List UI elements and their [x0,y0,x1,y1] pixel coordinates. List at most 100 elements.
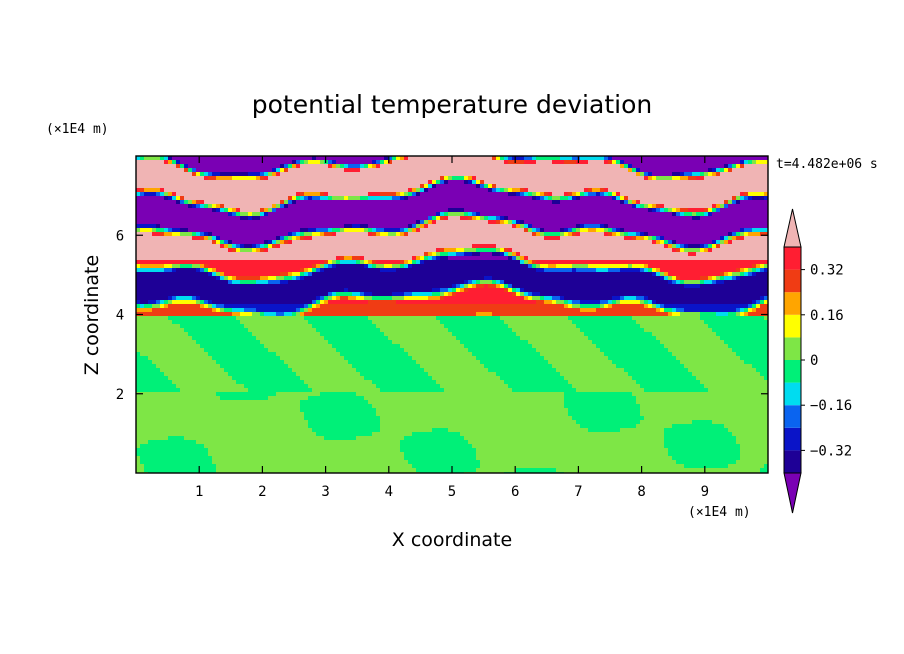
contour-cell [708,204,713,209]
contour-cell [280,248,285,253]
contour-cell [372,180,377,185]
contour-cell [704,236,709,241]
contour-cell [284,200,289,205]
contour-cell [264,256,269,261]
contour-cell [720,228,725,233]
contour-cell [468,236,473,241]
contour-cell [492,276,497,281]
contour-cell [524,164,529,169]
contour-cell [428,260,433,265]
contour-cell [156,240,161,245]
contour-cell [248,280,253,285]
contour-cell [640,272,645,277]
contour-cell [624,184,629,189]
contour-cell [384,164,389,169]
contour-cell [548,208,553,213]
contour-cell [176,236,181,241]
contour-cell [288,224,293,229]
contour-cell [576,212,581,217]
contour-cell [416,268,421,273]
contour-cell [216,280,221,285]
contour-cell [432,160,437,165]
contour-cell [736,176,741,181]
contour-cell [200,200,205,205]
contour-cell [304,208,309,213]
contour-cell [464,164,469,169]
contour-cell [456,244,461,249]
contour-cell [404,268,409,273]
contour-cell [328,160,333,165]
contour-cell [316,172,321,177]
contour-cell [604,208,609,213]
contour-cell [548,200,553,205]
contour-cell [760,172,765,177]
contour-cell [336,268,341,273]
contour-cell [144,212,149,217]
contour-cell [756,168,761,173]
contour-cell [528,188,533,193]
contour-cell [384,172,389,177]
contour-cell [384,264,389,269]
contour-cell [272,248,277,253]
contour-cell [264,156,269,161]
contour-cell [352,256,357,261]
contour-cell [528,236,533,241]
contour-cell [232,176,237,181]
contour-cell [396,236,401,241]
contour-cell [632,176,637,181]
contour-cell [480,252,485,257]
contour-cell [752,168,757,173]
contour-cell [608,240,613,245]
contour-cell [636,220,641,225]
contour-cell [752,208,757,213]
contour-cell [184,184,189,189]
contour-cell [756,160,761,165]
contour-cell [208,212,213,217]
contour-cell [196,160,201,165]
contour-cell [568,192,573,197]
contour-cell [544,240,549,245]
contour-cell [412,212,417,217]
contour-cell [228,212,233,217]
contour-cell [252,264,257,269]
contour-cell [328,180,333,185]
contour-cell [172,196,177,201]
contour-cell [348,180,353,185]
contour-cell [172,216,177,221]
contour-cell [304,212,309,217]
contour-cell [384,180,389,185]
contour-cell [468,156,473,161]
contour-cell [692,216,697,221]
contour-cell [716,248,721,253]
contour-cell [556,200,561,205]
contour-cell [420,256,425,261]
contour-cell [540,244,545,249]
contour-cell [224,232,229,237]
contour-cell [544,252,549,257]
contour-cell [632,244,637,249]
contour-cell [536,264,541,269]
contour-cell [380,216,385,221]
contour-cell [472,260,477,265]
contour-cell [524,228,529,233]
contour-cell [428,192,433,197]
contour-cell [628,200,633,205]
contour-cell [592,160,597,165]
contour-cell [256,168,261,173]
contour-cell [536,216,541,221]
contour-cell [184,272,189,277]
contour-cell [684,168,689,173]
contour-cell [228,196,233,201]
contour-cell [280,236,285,241]
contour-cell [464,168,469,173]
contour-cell [508,240,513,245]
contour-cell [564,168,569,173]
contour-cell [600,168,605,173]
contour-cell [408,196,413,201]
contour-cell [300,248,305,253]
contour-cell [156,272,161,277]
contour-cell [264,176,269,181]
contour-cell [456,160,461,165]
contour-cell [628,276,633,281]
contour-cell [624,248,629,253]
